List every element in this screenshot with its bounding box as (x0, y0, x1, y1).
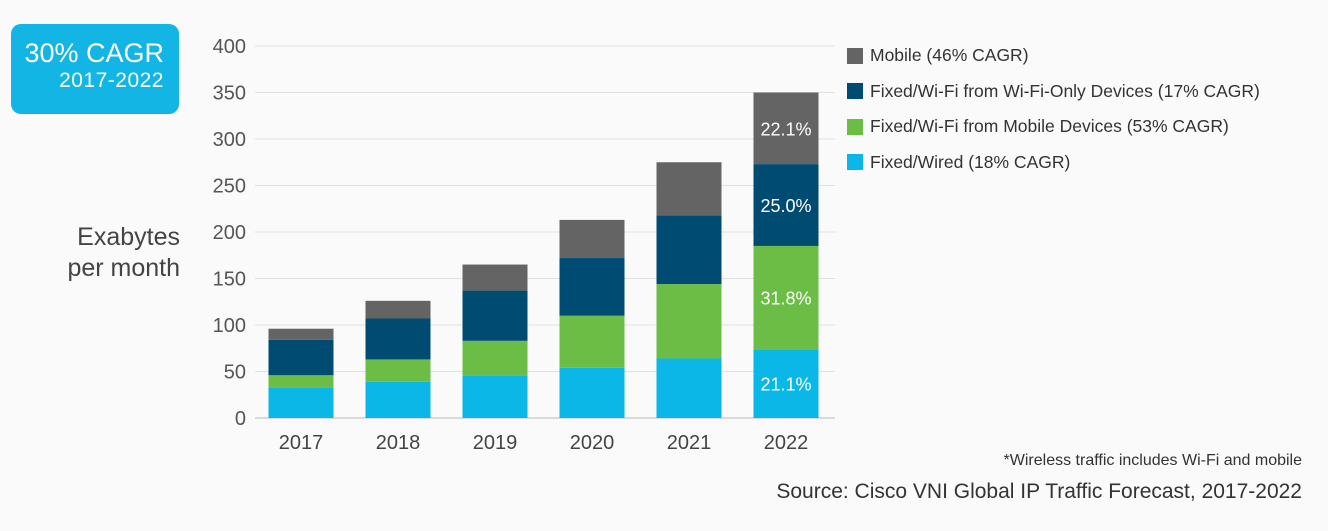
bar-data-label: 22.1% (760, 119, 811, 139)
y-tick-label: 0 (235, 408, 246, 430)
bar-segment (365, 300, 431, 319)
footnote: *Wireless traffic includes Wi-Fi and mob… (1003, 452, 1302, 469)
bar-segment (462, 375, 528, 418)
y-tick-label: 50 (224, 362, 246, 384)
bar-data-label: 21.1% (760, 375, 811, 395)
legend-item: Fixed/Wi-Fi from Wi-Fi-Only Devices (17%… (847, 74, 1260, 110)
bar-segment (753, 92, 819, 165)
bar-segment (559, 258, 625, 316)
y-tick-label: 150 (213, 269, 246, 291)
bar-data-label: 31.8% (760, 289, 811, 309)
y-tick-label: 200 (213, 222, 246, 244)
legend-item: Mobile (46% CAGR) (847, 38, 1260, 74)
bar-segment (753, 164, 819, 246)
bar-segment (559, 219, 625, 259)
y-tick-label: 350 (213, 83, 246, 105)
cagr-badge: 30% CAGR 2017-2022 (11, 24, 179, 114)
bar-segment (656, 162, 722, 216)
legend: Mobile (46% CAGR) Fixed/Wi-Fi from Wi-Fi-… (847, 38, 1260, 180)
y-tick-label: 100 (213, 315, 246, 337)
bar-segment (559, 315, 625, 368)
legend-item: Fixed/Wi-Fi from Mobile Devices (53% CAG… (847, 109, 1260, 145)
source-citation: Source: Cisco VNI Global IP Traffic Fore… (776, 480, 1302, 503)
bar-segment (753, 349, 819, 418)
bar-segment (268, 375, 334, 388)
y-tick-label: 300 (213, 129, 246, 151)
bar-segment (753, 245, 819, 350)
bar-data-label: 25.0% (760, 196, 811, 216)
cagr-value: 30% CAGR (24, 38, 164, 68)
y-tick-label: 400 (213, 36, 246, 58)
legend-item: Fixed/Wired (18% CAGR) (847, 145, 1260, 181)
bar-segment (268, 387, 334, 418)
x-tick-label: 2020 (570, 432, 615, 454)
bar-segment (559, 367, 625, 418)
legend-swatch (847, 47, 863, 64)
x-tick-label: 2017 (279, 432, 324, 454)
bar-segment (365, 359, 431, 382)
bar-segment (365, 381, 431, 418)
bar-segment (462, 264, 528, 291)
y-axis-label-line-1: Exabytes (77, 223, 180, 251)
x-tick-label: 2021 (667, 432, 712, 454)
legend-swatch (847, 83, 863, 100)
legend-label: Fixed/Wired (18% CAGR) (870, 151, 1071, 172)
bar-segment (656, 284, 722, 359)
bar-segment (656, 215, 722, 285)
legend-swatch (847, 154, 863, 171)
x-tick-label: 2019 (473, 432, 518, 454)
y-axis-label: Exabytes per month (20, 222, 180, 284)
legend-label: Fixed/Wi-Fi from Wi-Fi-Only Devices (17%… (870, 80, 1260, 101)
bar-segment (656, 358, 722, 418)
bar-segment (365, 318, 431, 360)
x-tick-label: 2022 (764, 432, 809, 454)
legend-label: Fixed/Wi-Fi from Mobile Devices (53% CAG… (870, 116, 1229, 137)
legend-swatch (847, 118, 863, 135)
legend-label: Mobile (46% CAGR) (870, 45, 1029, 66)
x-tick-label: 2018 (376, 432, 421, 454)
bar-segment (462, 290, 528, 341)
bar-segment (268, 339, 334, 376)
y-tick-label: 250 (213, 176, 246, 198)
y-axis-label-line-2: per month (67, 254, 180, 282)
bar-segment (462, 340, 528, 376)
cagr-period: 2017-2022 (59, 69, 164, 92)
bar-segment (268, 328, 334, 340)
